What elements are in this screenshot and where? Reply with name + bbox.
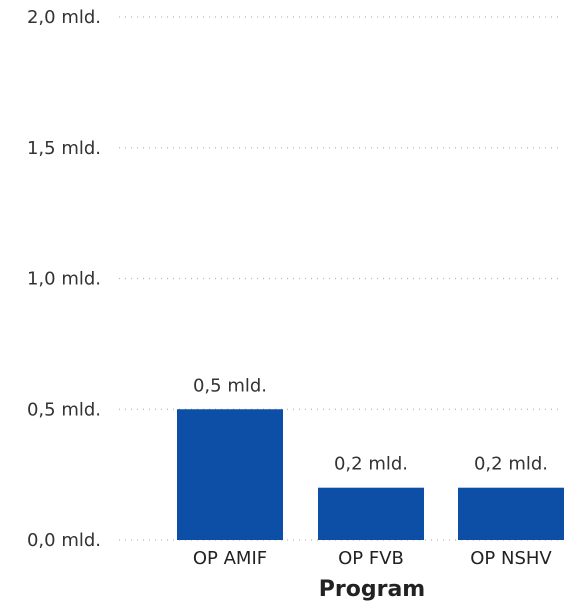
y-tick-label: 0,5 mld.: [27, 399, 101, 420]
x-axis-title: Program: [319, 577, 425, 602]
data-label: 0,2 mld.: [334, 454, 408, 475]
data-label: 0,5 mld.: [193, 375, 267, 396]
x-tick-label: OP NSHV: [470, 548, 552, 569]
x-tick-label: OP FVB: [338, 548, 404, 569]
y-tick-label: 1,0 mld.: [27, 269, 101, 290]
y-tick-label: 1,5 mld.: [27, 138, 101, 159]
bar[interactable]: [177, 409, 283, 540]
y-tick-label: 0,0 mld.: [27, 530, 101, 551]
bar[interactable]: [318, 487, 424, 540]
y-axis-ticks: 0,0 mld. 0,5 mld. 1,0 mld. 1,5 mld. 2,0 mld.: [27, 7, 101, 551]
x-axis-ticks: OP AMIF OP FVB OP NSHV: [193, 548, 553, 569]
data-label: 0,2 mld.: [474, 454, 548, 475]
x-tick-label: OP AMIF: [193, 548, 267, 569]
y-tick-label: 2,0 mld.: [27, 7, 101, 28]
bars: [177, 409, 564, 540]
data-labels: 0,5 mld. 0,2 mld. 0,2 mld.: [193, 375, 548, 474]
bar[interactable]: [458, 487, 564, 540]
